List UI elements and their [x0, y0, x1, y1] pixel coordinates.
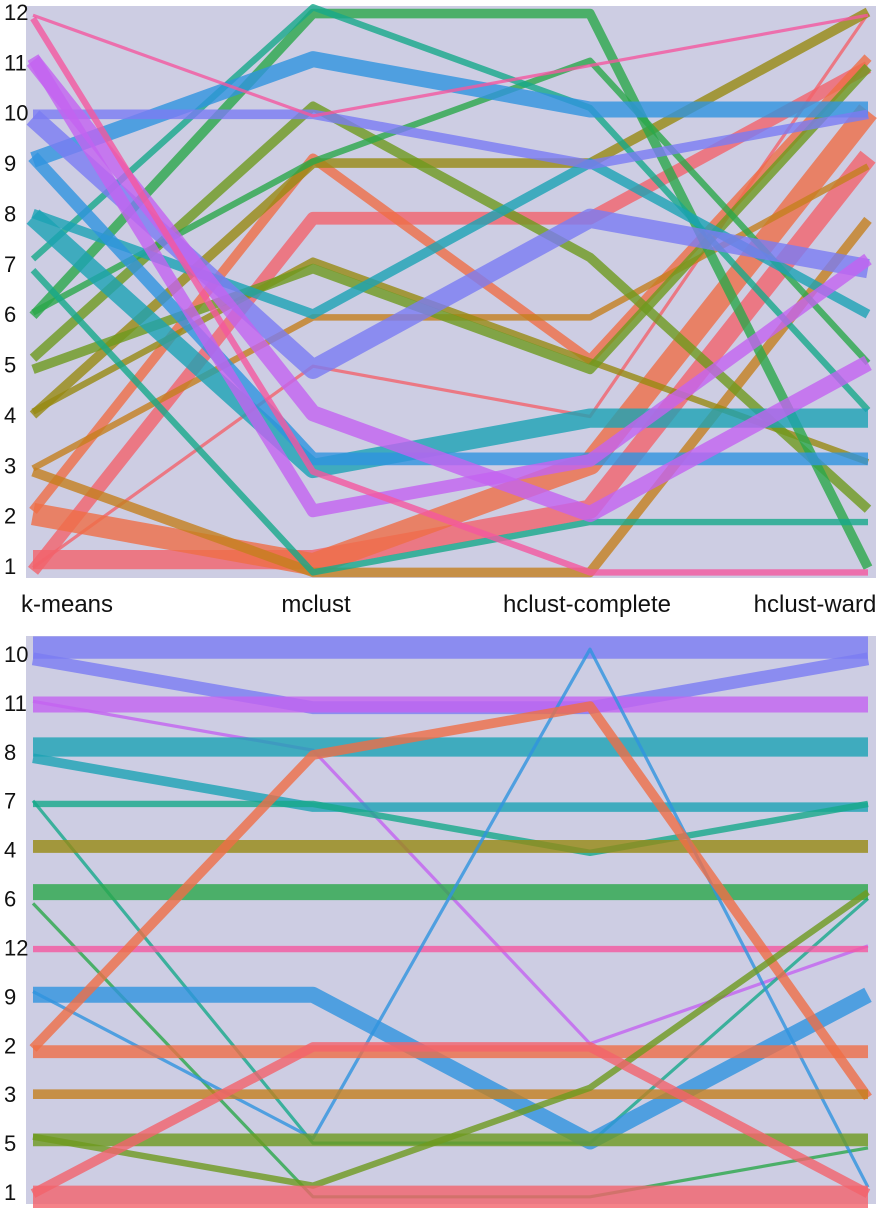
- flow-band: [33, 800, 869, 857]
- tick-label: 3: [4, 1082, 16, 1107]
- top-chart-flows: [26, 4, 877, 578]
- tick-label: 11: [4, 691, 27, 716]
- tick-label: 4: [4, 838, 16, 863]
- flow-band: [32, 753, 868, 812]
- tick-label: 5: [4, 353, 16, 378]
- tick-label: 2: [4, 504, 16, 529]
- flow-band: [29, 8, 873, 570]
- flow-band: [32, 647, 870, 1188]
- tick-label: 12: [4, 0, 28, 25]
- flow-band: [26, 55, 872, 523]
- flow-band: [33, 986, 872, 1150]
- axis-label-k-means: k-means: [20, 591, 114, 618]
- tick-label: 10: [4, 101, 28, 126]
- tick-label: 4: [4, 403, 16, 428]
- tick-label: 1: [4, 554, 16, 579]
- flow-band: [33, 150, 876, 570]
- flow-band: [32, 889, 870, 1189]
- tick-label: 10: [4, 642, 28, 667]
- flow-band: [31, 216, 872, 578]
- tick-label: 8: [4, 201, 16, 226]
- flow-band: [30, 16, 868, 576]
- tick-label: 7: [4, 252, 16, 277]
- flow-band: [33, 109, 869, 170]
- tick-label: 3: [4, 453, 16, 478]
- tick-label: 12: [4, 935, 28, 960]
- tick-label: 6: [4, 887, 16, 912]
- tick-label: 6: [4, 302, 16, 327]
- axis-label-mclust: mclust: [281, 591, 351, 618]
- tick-label: 7: [4, 789, 16, 814]
- tick-label: 8: [4, 740, 16, 765]
- tick-label: 2: [4, 1033, 16, 1058]
- flow-band: [30, 4, 871, 413]
- axis-label-hclust-complete: hclust-complete: [502, 591, 672, 618]
- tick-label: 11: [4, 50, 27, 75]
- tick-label: 5: [4, 1131, 16, 1156]
- tick-label: 9: [4, 151, 16, 176]
- flow-band: [32, 13, 869, 118]
- bottom-chart-flows: [29, 636, 872, 1208]
- flow-band: [29, 701, 872, 1101]
- flow-band: [27, 54, 872, 518]
- flow-band: [30, 268, 868, 576]
- flow-band: [31, 63, 872, 375]
- flow-band: [26, 209, 868, 479]
- flow-band: [30, 1042, 871, 1198]
- axis-label-hclust-ward: hclust-ward: [753, 591, 877, 618]
- tick-label: 9: [4, 984, 16, 1009]
- tick-label: 1: [4, 1180, 16, 1205]
